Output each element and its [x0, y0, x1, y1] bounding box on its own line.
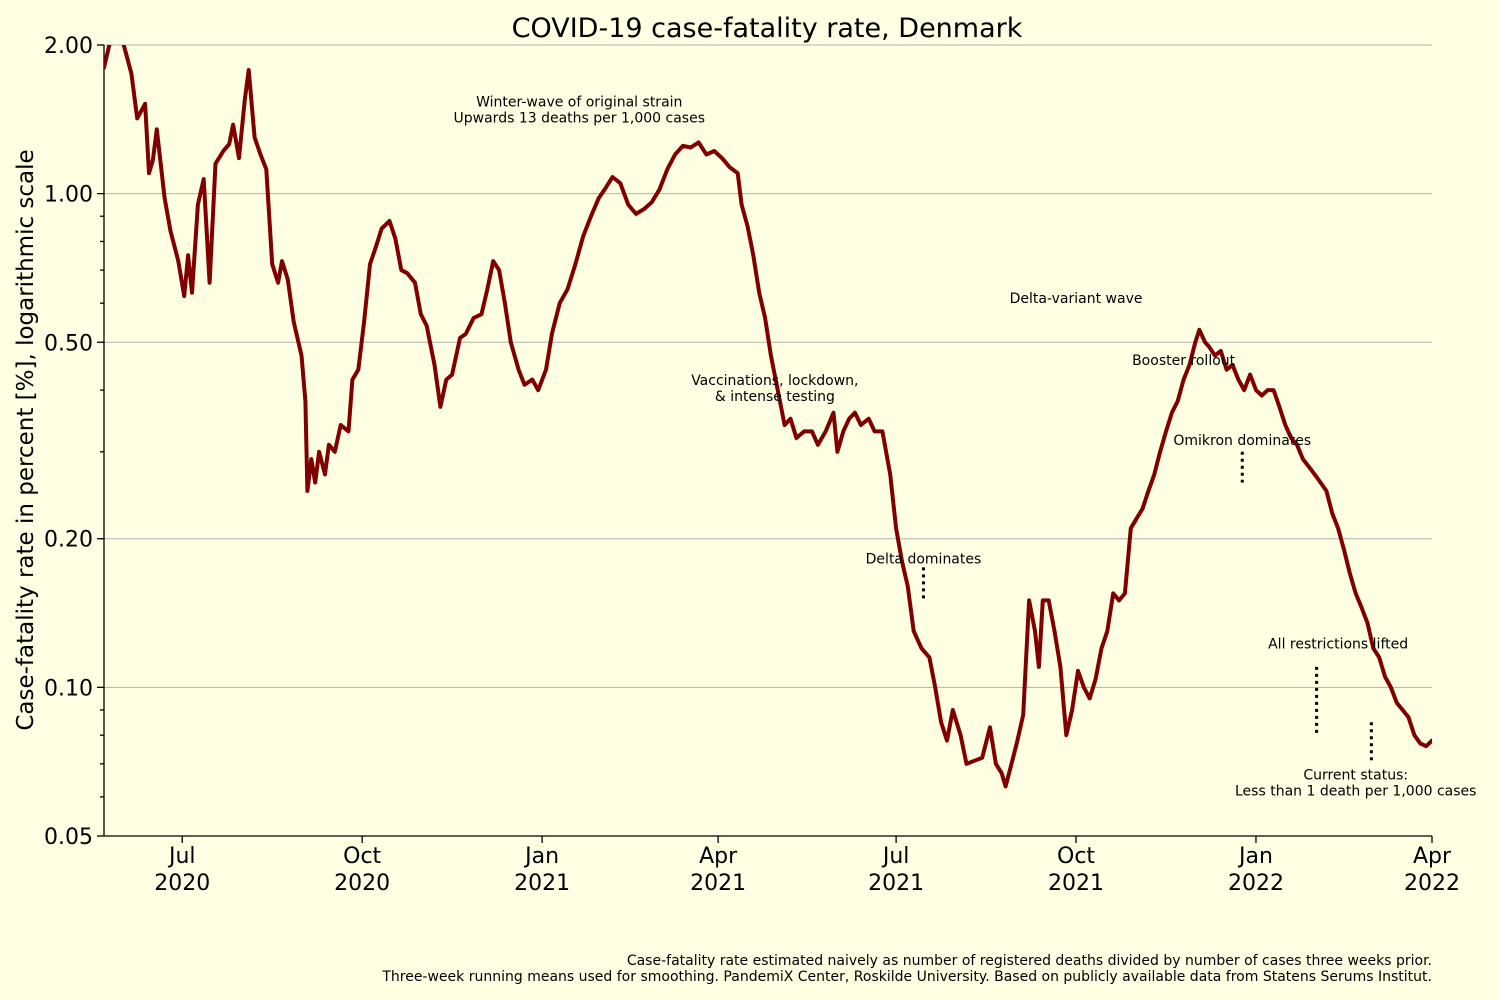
x-tick-month-label: Jul — [881, 844, 910, 869]
x-tick-year-label: 2020 — [334, 871, 390, 896]
x-tick-month-label: Apr — [699, 844, 738, 869]
footnote-line: Case-fatality rate estimated naively as … — [627, 953, 1432, 969]
cfr-series-line — [104, 45, 1432, 789]
annotation-text: Current status: — [1303, 768, 1408, 784]
chart-title: COVID-19 case-fatality rate, Denmark — [512, 13, 1023, 44]
annotation-text: Delta-variant wave — [1010, 291, 1143, 307]
x-tick-year-label: 2020 — [154, 871, 210, 896]
x-tick-month-label: Oct — [1057, 844, 1095, 869]
x-tick-year-label: 2021 — [1048, 871, 1104, 896]
annotation-text: Less than 1 death per 1,000 cases — [1235, 784, 1476, 800]
footnote-line: Three-week running means used for smooth… — [381, 969, 1432, 985]
x-tick-year-label: 2021 — [868, 871, 924, 896]
series-layer — [104, 45, 1432, 789]
x-tick-month-label: Apr — [1413, 844, 1452, 869]
x-tick-year-label: 2021 — [690, 871, 746, 896]
x-tick-year-label: 2022 — [1228, 871, 1284, 896]
y-tick-label: 0.05 — [44, 825, 93, 850]
x-tick-month-label: Jan — [523, 844, 559, 869]
annotation-text: All restrictions lifted — [1268, 636, 1408, 652]
y-tick-label: 0.20 — [44, 528, 93, 553]
annotation-text: Vaccinations, lockdown, — [691, 373, 858, 389]
footnote: Case-fatality rate estimated naively as … — [381, 953, 1432, 985]
x-tick-year-label: 2022 — [1404, 871, 1460, 896]
y-tick-label: 2.00 — [44, 34, 93, 59]
x-tick-month-label: Jul — [167, 844, 196, 869]
annotation-text: Upwards 13 deaths per 1,000 cases — [454, 111, 705, 127]
y-axis-label: Case-fatality rate in percent [%], logar… — [13, 149, 39, 730]
x-tick-month-label: Oct — [343, 844, 381, 869]
axes: 0.050.100.200.501.002.00Jul2020Oct2020Ja… — [44, 34, 1460, 896]
annotation-text: Winter-wave of original strain — [476, 95, 682, 111]
annotation-text: & intense testing — [715, 389, 835, 405]
y-tick-label: 0.10 — [44, 676, 93, 701]
x-tick-year-label: 2021 — [514, 871, 570, 896]
annotation-text: Omikron dominates — [1173, 433, 1311, 449]
y-tick-label: 1.00 — [44, 183, 93, 208]
annotation-text: Booster rollout — [1132, 353, 1236, 369]
x-tick-month-label: Jan — [1237, 844, 1273, 869]
annotation-text: Delta dominates — [866, 552, 982, 568]
y-tick-label: 0.50 — [44, 331, 93, 356]
